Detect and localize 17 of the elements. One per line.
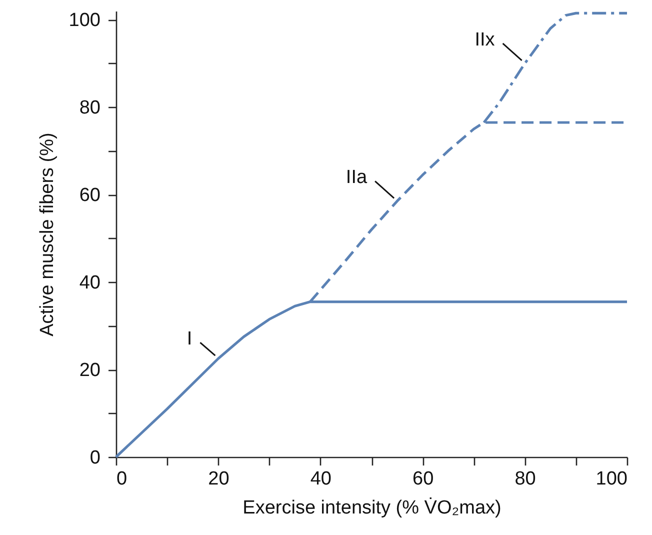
- x-tick-label: 100: [596, 468, 628, 490]
- y-axis-title: Active muscle fibers (%): [36, 132, 58, 336]
- y-tick-label: 60: [79, 185, 100, 206]
- y-tick-label: 40: [79, 272, 100, 294]
- x-tick-label: 80: [514, 468, 536, 490]
- x-tick-label: 40: [310, 468, 332, 490]
- x-tick-label: 60: [412, 468, 434, 490]
- x-axis-title: Exercise intensity (% V̇O₂max): [242, 496, 502, 518]
- y-tick-label: 0: [90, 448, 100, 468]
- x-tick-label: 0: [116, 468, 128, 490]
- x-tick-label: 20: [208, 468, 230, 490]
- series-label: I: [186, 328, 192, 350]
- y-tick-label: 100: [68, 10, 100, 32]
- y-tick-label: 80: [79, 98, 100, 119]
- series-label: IIa: [346, 167, 368, 188]
- series-label: IIx: [474, 29, 496, 50]
- y-tick-label: 20: [79, 360, 100, 382]
